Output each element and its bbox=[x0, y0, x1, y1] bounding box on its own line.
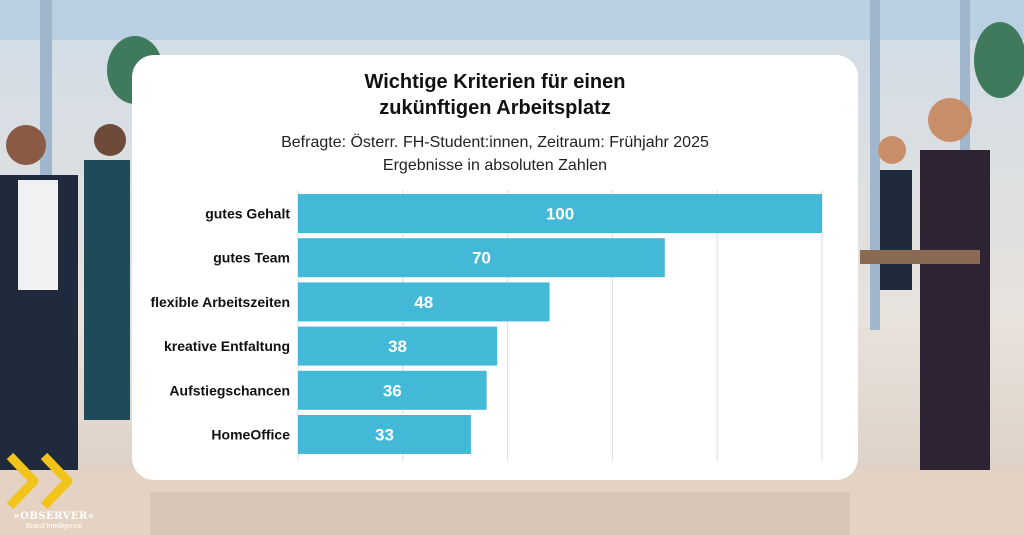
category-label-3: kreative Entfaltung bbox=[164, 338, 290, 354]
observer-logo-chevrons-icon bbox=[6, 452, 73, 510]
chart-title-line1: Wichtige Kriterien für einen bbox=[364, 71, 626, 93]
chart-subtitle-line2: Ergebnisse in absoluten Zahlen bbox=[382, 157, 608, 174]
data-label-1: 70 bbox=[472, 249, 491, 268]
chart-title-line2: zukünftigen Arbeitsplatz bbox=[379, 97, 611, 119]
logo-tagline: Brand Intelligence bbox=[25, 523, 83, 530]
data-label-0: 100 bbox=[546, 205, 574, 224]
bar-0 bbox=[298, 194, 822, 233]
bar-chart: gutes Gehalt 100 gutes Team 70 flexible Arbe… bbox=[150, 190, 823, 462]
data-label-4: 36 bbox=[383, 381, 402, 400]
bar-4 bbox=[298, 370, 487, 410]
bar-2 bbox=[298, 282, 550, 322]
chart-card: Wichtige Kriterien für einen zukünftigen… bbox=[132, 55, 858, 480]
chart-title: Wichtige Kriterien für einen zukünftigen… bbox=[132, 69, 858, 121]
data-label-3: 38 bbox=[388, 337, 407, 356]
category-label-2: flexible Arbeitszeiten bbox=[150, 294, 290, 310]
chart-subtitle: Befragte: Österr. FH-Student:innen, Zeit… bbox=[132, 131, 858, 177]
data-label-5: 33 bbox=[375, 426, 394, 445]
chart-subtitle-line1: Befragte: Österr. FH-Student:innen, Zeit… bbox=[281, 134, 709, 151]
logo-name: »OBSERVER« bbox=[13, 511, 95, 522]
category-label-5: HomeOffice bbox=[211, 427, 290, 443]
bar-3 bbox=[298, 326, 498, 366]
bar-5 bbox=[298, 415, 471, 454]
category-label-1: gutes Team bbox=[213, 250, 290, 266]
category-label-0: gutes Gehalt bbox=[205, 206, 290, 222]
category-label-4: Aufstiegschancen bbox=[169, 382, 290, 398]
data-label-2: 48 bbox=[414, 293, 433, 312]
bar-1 bbox=[298, 238, 665, 278]
